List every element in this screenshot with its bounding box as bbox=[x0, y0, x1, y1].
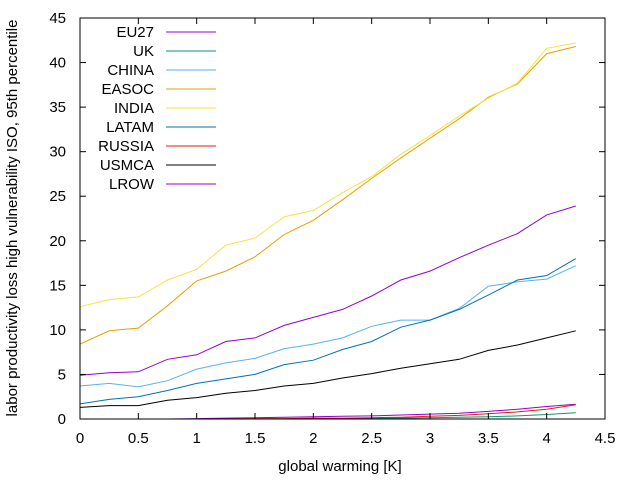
series-line-latam bbox=[79, 258, 577, 405]
y-tick-label: 25 bbox=[49, 188, 66, 205]
series-line-eu27 bbox=[138, 403, 576, 420]
x-axis-title: global warming [K] bbox=[278, 458, 401, 475]
legend: EU27 UK CHINA EASOC INDIA LATAM RUSSIA USMCA LRO… bbox=[98, 24, 216, 193]
y-axis-title: labor productivity loss high vulnerabili… bbox=[4, 20, 21, 417]
series-line-usmca bbox=[79, 330, 576, 408]
legend-label-eu27: EU27 bbox=[116, 24, 154, 41]
y-tick-label: 45 bbox=[49, 10, 66, 27]
x-tick-label: 2.5 bbox=[361, 430, 382, 447]
x-tick-label: 1.5 bbox=[245, 430, 266, 447]
y-tick-label: 15 bbox=[49, 277, 66, 294]
legend-label-china: CHINA bbox=[107, 62, 154, 79]
y-tick-label: 30 bbox=[49, 144, 66, 161]
legend-label-russia: RUSSIA bbox=[98, 138, 154, 155]
y-tick-label: 35 bbox=[49, 99, 66, 116]
legend-label-lrow: LROW bbox=[109, 176, 155, 193]
x-tick-label: 4.5 bbox=[595, 430, 616, 447]
x-tick-label: 0 bbox=[76, 430, 84, 447]
y-tick-label: 5 bbox=[58, 366, 66, 383]
y-tick-label: 40 bbox=[49, 55, 66, 72]
x-tick-label: 3.5 bbox=[478, 430, 499, 447]
plot-frame bbox=[79, 17, 606, 420]
series-line-lrow bbox=[79, 205, 576, 376]
y-tick-label: 10 bbox=[49, 322, 66, 339]
series-line-china bbox=[79, 265, 577, 388]
x-tick-label: 2 bbox=[309, 430, 317, 447]
legend-label-uk: UK bbox=[133, 43, 154, 60]
x-tick-label: 0.5 bbox=[128, 430, 149, 447]
legend-label-usmca: USMCA bbox=[100, 157, 154, 174]
legend-label-easoc: EASOC bbox=[101, 81, 154, 98]
y-tick-label: 0 bbox=[58, 411, 66, 428]
legend-label-latam: LATAM bbox=[106, 119, 154, 136]
y-tick-label: 20 bbox=[49, 233, 66, 250]
axes-layer: 0 0.5 1 1.5 2 2.5 3 3.5 4 4.5 0 5 10 15 20 25 30 35 40 45 bbox=[49, 10, 615, 447]
legend-label-india: INDIA bbox=[114, 100, 154, 117]
x-tick-label: 3 bbox=[426, 430, 434, 447]
x-tick-label: 1 bbox=[192, 430, 200, 447]
x-tick-label: 4 bbox=[542, 430, 550, 447]
series-line-india bbox=[79, 42, 576, 308]
series-line-easoc bbox=[79, 46, 576, 345]
